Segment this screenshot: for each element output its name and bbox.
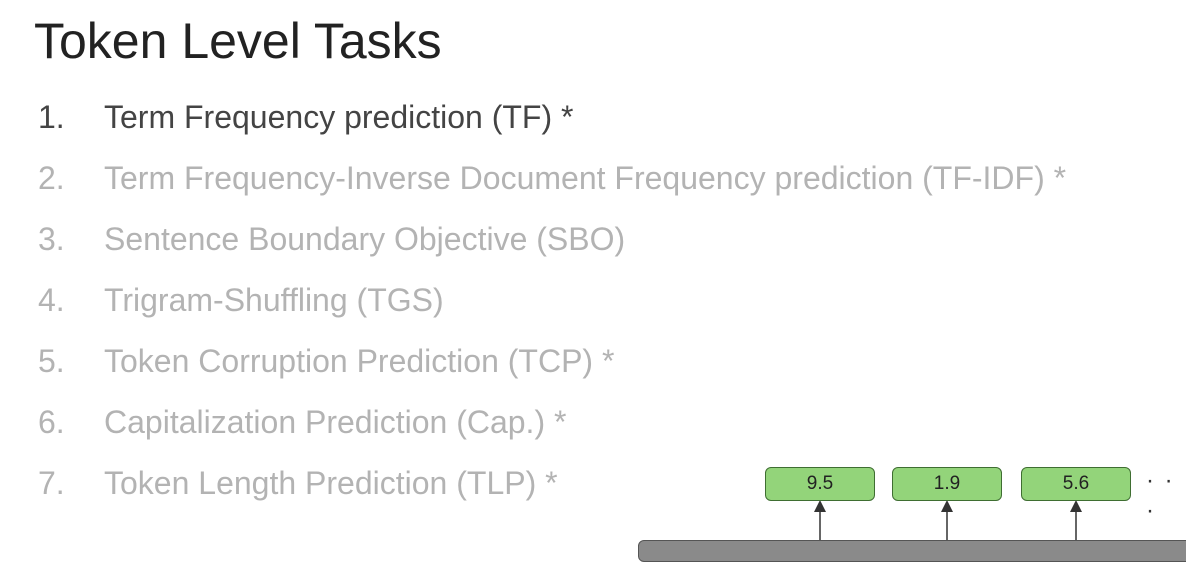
task-number: 6.: [38, 404, 65, 440]
task-item: 3. Sentence Boundary Objective (SBO): [38, 210, 1066, 271]
task-item: 5. Token Corruption Prediction (TCP) *: [38, 332, 1066, 393]
task-label: Sentence Boundary Objective (SBO): [104, 221, 626, 257]
task-number: 5.: [38, 343, 65, 379]
tf-prediction-diagram: 9.5 1.9 5.6 · · ·: [630, 460, 1186, 562]
task-label: Token Length Prediction (TLP) *: [104, 465, 558, 501]
task-label: Term Frequency prediction (TF) *: [104, 99, 574, 135]
task-number: 4.: [38, 282, 65, 318]
task-number: 1.: [38, 99, 65, 135]
output-value-box: 5.6: [1021, 467, 1131, 501]
task-number: 3.: [38, 221, 65, 257]
task-label: Trigram-Shuffling (TGS): [104, 282, 444, 318]
task-item: 7. Token Length Prediction (TLP) *: [38, 454, 1066, 515]
task-number: 7.: [38, 465, 65, 501]
task-item: 4. Trigram-Shuffling (TGS): [38, 271, 1066, 332]
task-label: Term Frequency-Inverse Document Frequenc…: [104, 160, 1067, 196]
output-value-box: 1.9: [892, 467, 1002, 501]
task-list: 1. Term Frequency prediction (TF) * 2. Ter…: [38, 88, 1066, 515]
task-label: Capitalization Prediction (Cap.) *: [104, 404, 567, 440]
task-number: 2.: [38, 160, 65, 196]
arrows: [814, 500, 1082, 540]
task-item: 1. Term Frequency prediction (TF) *: [38, 88, 1066, 149]
slide-title: Token Level Tasks: [34, 13, 442, 69]
task-item: 2. Term Frequency-Inverse Document Freque…: [38, 149, 1066, 210]
output-value-box: 9.5: [765, 467, 875, 501]
task-label: Token Corruption Prediction (TCP) *: [104, 343, 615, 379]
ellipsis: · · ·: [1146, 467, 1175, 524]
encoder-bar: [638, 540, 1186, 562]
task-item: 6. Capitalization Prediction (Cap.) *: [38, 393, 1066, 454]
